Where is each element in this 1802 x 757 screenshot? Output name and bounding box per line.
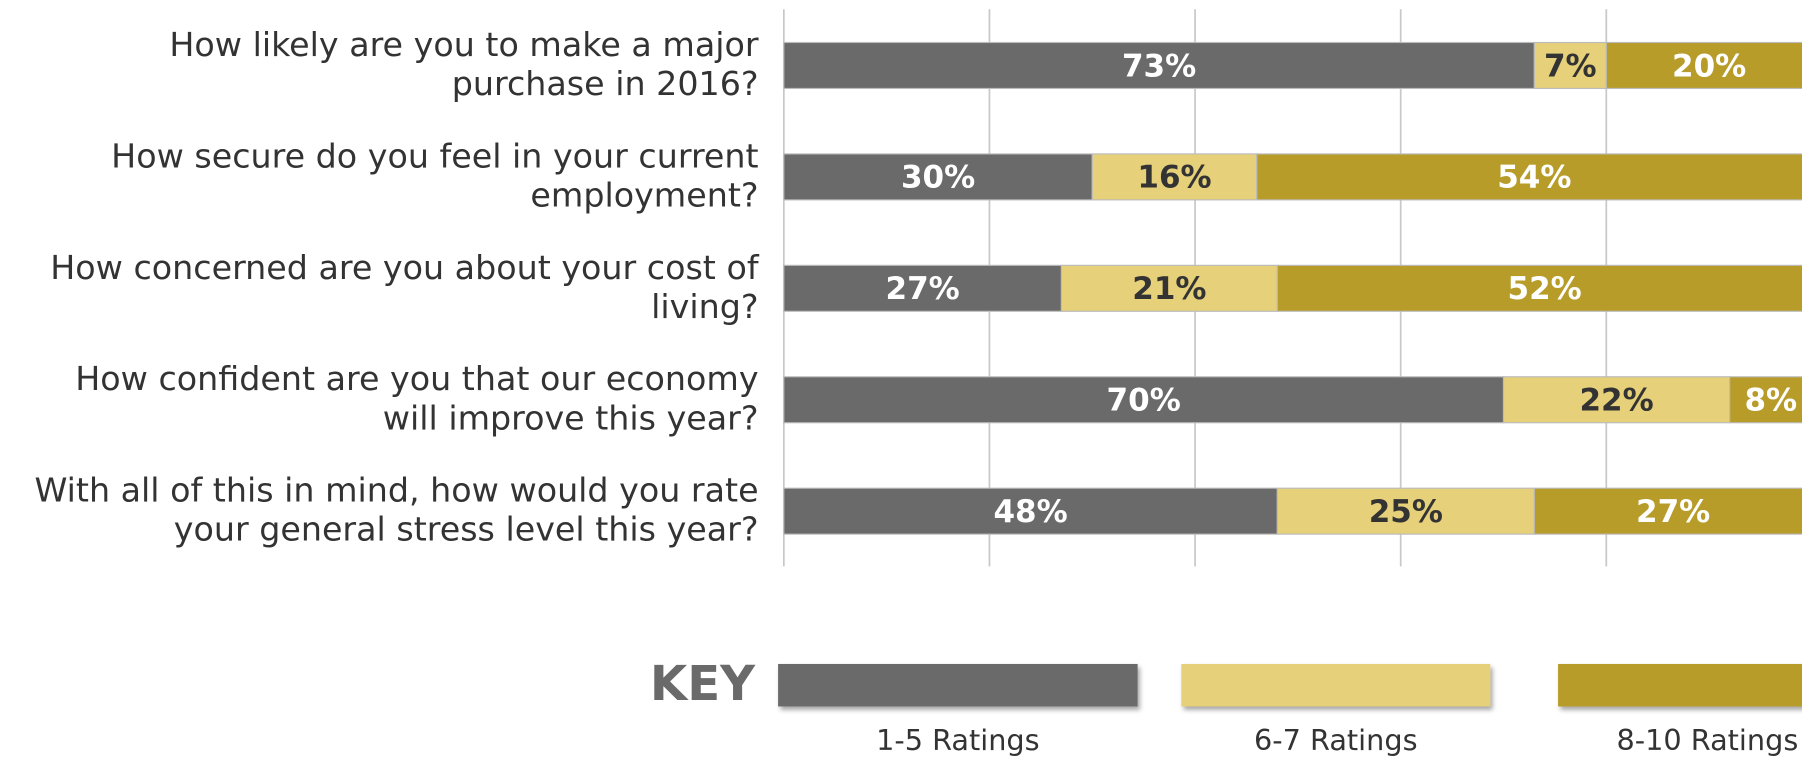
- value-label: 22%: [1579, 383, 1653, 419]
- value-label: 8%: [1744, 383, 1797, 419]
- bar-segment: [783, 41, 1535, 90]
- value-label: 20%: [1672, 48, 1746, 84]
- category-label: How confident are you that our economy wi…: [75, 359, 758, 437]
- bar-segment: [1256, 153, 1802, 201]
- value-label: 25%: [1369, 494, 1443, 530]
- category-label: How secure do you feel in your current em…: [111, 136, 758, 214]
- category-label: How concerned are you about your cost of…: [50, 247, 760, 325]
- value-label: 48%: [993, 494, 1067, 530]
- bar-segment: [1502, 376, 1731, 424]
- legend-swatch: [1558, 663, 1802, 707]
- legend-title: KEY: [650, 656, 756, 712]
- bar-segment: [1276, 487, 1535, 535]
- value-label: 16%: [1137, 160, 1211, 196]
- category-label: How likely are you to make a major purcha…: [169, 24, 759, 102]
- bar-segment: [783, 153, 1093, 201]
- value-label: 54%: [1497, 160, 1571, 196]
- value-label: 27%: [1636, 494, 1710, 530]
- legend-swatch: [778, 663, 1138, 707]
- bar-segment: [1605, 41, 1802, 90]
- value-label: 7%: [1544, 48, 1597, 84]
- bar-segment: [783, 487, 1278, 535]
- value-label: 27%: [886, 271, 960, 307]
- value-label: 21%: [1132, 271, 1206, 307]
- bar-segment: [1091, 153, 1258, 201]
- value-label: 70%: [1107, 383, 1181, 419]
- category-label: With all of this in mind, how would you …: [34, 470, 758, 548]
- legend-label: 8-10 Ratings: [1617, 723, 1799, 757]
- value-label: 73%: [1122, 48, 1196, 84]
- bar-segment: [1533, 487, 1802, 535]
- value-label: 52%: [1508, 271, 1582, 307]
- bar-segment: [1533, 41, 1607, 90]
- bar-segment: [1060, 264, 1278, 312]
- bar-segment: [783, 376, 1505, 424]
- bar-segment: [1276, 264, 1802, 312]
- legend-swatch: [1181, 663, 1491, 707]
- bar-segment: [1729, 376, 1802, 424]
- legend-label: 6-7 Ratings: [1254, 723, 1418, 757]
- legend-label: 1-5 Ratings: [876, 723, 1040, 757]
- bar-segment: [783, 264, 1062, 312]
- value-label: 30%: [901, 160, 975, 196]
